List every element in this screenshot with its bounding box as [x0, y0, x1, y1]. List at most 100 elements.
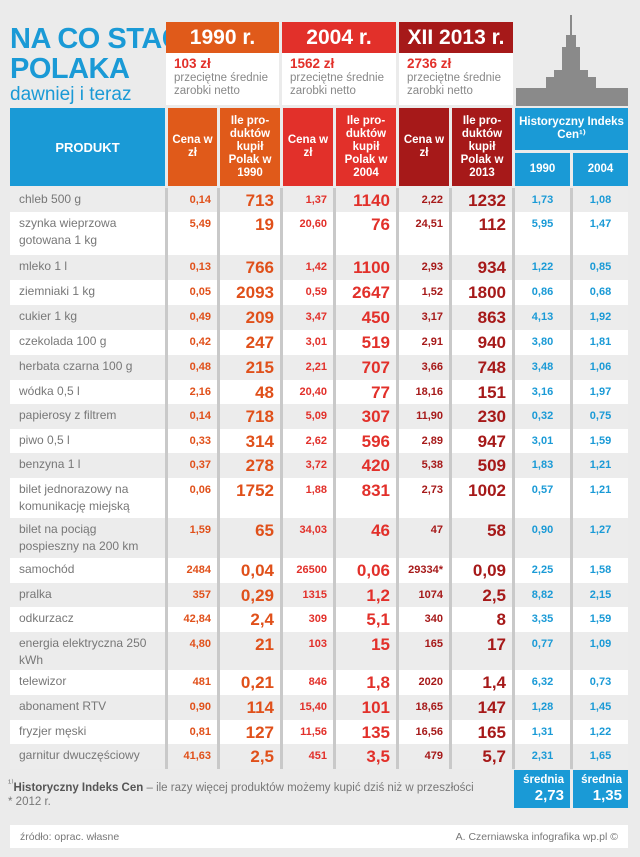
price-2013: 16,56	[396, 720, 449, 744]
product-name: pralka	[19, 587, 52, 601]
year-1990: 1990 r.	[166, 22, 279, 53]
table-row: telewizor 481 0,21 846 1,8 2020 1,4 6,32 0,73	[10, 670, 628, 695]
price-2013: 165	[396, 632, 449, 670]
price-1990: 0,33	[165, 429, 217, 453]
price-2004: 3,01	[280, 330, 333, 355]
qty-2004: 77	[333, 380, 396, 404]
source-bar: źródło: oprac. własne A. Czerniawska info…	[10, 825, 628, 848]
product-name: papierosy z filtrem	[19, 408, 117, 422]
qty-2004: 1100	[333, 255, 396, 280]
qty-2004: 450	[333, 305, 396, 330]
year-2004: 2004 r.	[282, 22, 396, 53]
qty-2004: 519	[333, 330, 396, 355]
price-2013: 47	[396, 518, 449, 558]
index-2004: 1,22	[570, 720, 628, 744]
qty-2004: 135	[333, 720, 396, 744]
index-2004: 1,81	[570, 330, 628, 355]
qty-1990: 19	[217, 212, 280, 255]
average-1990: średnia 2,73	[514, 770, 570, 808]
price-1990: 0,14	[165, 404, 217, 429]
qty-1990: 713	[217, 188, 280, 212]
qty-2013: 509	[449, 453, 512, 478]
price-1990: 0,90	[165, 695, 217, 720]
table-row: papierosy z filtrem 0,14 718 5,09 307 11,90 23…	[10, 404, 628, 429]
index-1990: 6,32	[512, 670, 570, 695]
index-1990: 1,28	[512, 695, 570, 720]
table-row: pralka 357 0,29 1315 1,2 1074 2,5 8,82 2,15	[10, 583, 628, 607]
qty-1990: 247	[217, 330, 280, 355]
qty-2004: 0,06	[333, 558, 396, 583]
table-header: PRODUKT Cena w zł Ile pro-duktów kupił P…	[10, 108, 628, 186]
product-name: fryzjer męski	[19, 724, 87, 738]
price-2004: 309	[280, 607, 333, 632]
price-2013: 18,16	[396, 380, 449, 404]
price-1990: 2,16	[165, 380, 217, 404]
table-row: abonament RTV 0,90 114 15,40 101 18,65 147 1,28…	[10, 695, 628, 720]
index-1990: 3,01	[512, 429, 570, 453]
index-2004: 1,09	[570, 632, 628, 670]
price-1990: 357	[165, 583, 217, 607]
header-qty-2013: Ile pro-duktów kupił Polak w 2013	[452, 108, 512, 186]
table-row: bilet na pociąg pospieszny na 200 km 1,59…	[10, 518, 628, 558]
index-1990: 8,82	[512, 583, 570, 607]
qty-2013: 1002	[449, 478, 512, 518]
price-2013: 2020	[396, 670, 449, 695]
table-row: energia elektryczna 250 kWh 4,80 21 103 15 16…	[10, 632, 628, 670]
product-name: mleko 1 l	[19, 259, 68, 273]
price-2013: 5,38	[396, 453, 449, 478]
qty-2004: 707	[333, 355, 396, 380]
qty-2004: 1,8	[333, 670, 396, 695]
price-2004: 26500	[280, 558, 333, 583]
qty-2013: 0,09	[449, 558, 512, 583]
table-row: chleb 500 g 0,14 713 1,37 1140 2,22 1232 1,73 1,…	[10, 188, 628, 212]
qty-1990: 0,21	[217, 670, 280, 695]
header-price-2013: Cena w zł	[399, 108, 449, 186]
product-name: odkurzacz	[19, 611, 74, 625]
index-2004: 1,06	[570, 355, 628, 380]
table-row: czekolada 100 g 0,42 247 3,01 519 2,91 940 3,80…	[10, 330, 628, 355]
price-1990: 0,81	[165, 720, 217, 744]
data-table: chleb 500 g 0,14 713 1,37 1140 2,22 1232 1,73 1,…	[10, 188, 628, 769]
qty-1990: 2,4	[217, 607, 280, 632]
price-1990: 42,84	[165, 607, 217, 632]
index-1990: 1,83	[512, 453, 570, 478]
index-2004: 0,73	[570, 670, 628, 695]
price-1990: 481	[165, 670, 217, 695]
product-name: energia elektryczna 250 kWh	[19, 636, 147, 667]
qty-1990: 1752	[217, 478, 280, 518]
price-1990: 0,49	[165, 305, 217, 330]
footnote-star: * 2012 r.	[8, 796, 51, 808]
header-index-2004: 2004	[573, 153, 628, 186]
price-1990: 41,63	[165, 744, 217, 769]
price-2013: 3,17	[396, 305, 449, 330]
index-1990: 3,35	[512, 607, 570, 632]
qty-1990: 314	[217, 429, 280, 453]
price-1990: 4,80	[165, 632, 217, 670]
footnote: ¹⁾Historyczny Indeks Cen – ile razy więc…	[8, 778, 474, 794]
index-1990: 3,48	[512, 355, 570, 380]
table-row: ziemniaki 1 kg 0,05 2093 0,59 2647 1,52 1800 0,…	[10, 280, 628, 305]
price-1990: 2484	[165, 558, 217, 583]
index-2004: 1,08	[570, 188, 628, 212]
subtitle: dawniej i teraz	[10, 84, 132, 105]
table-row: samochód 2484 0,04 26500 0,06 29334* 0,09 2,25 1…	[10, 558, 628, 583]
qty-2004: 76	[333, 212, 396, 255]
header-price-2004: Cena w zł	[283, 108, 333, 186]
table-row: szynka wieprzowa gotowana 1 kg 5,49 19 20,6…	[10, 212, 628, 255]
qty-2013: 17	[449, 632, 512, 670]
title: NA CO STAĆ POLAKA	[10, 23, 183, 85]
table-row: cukier 1 kg 0,49 209 3,47 450 3,17 863 4,13 1,92	[10, 305, 628, 330]
price-2013: 2,93	[396, 255, 449, 280]
price-2004: 20,40	[280, 380, 333, 404]
header-index: Historyczny Indeks Cen¹⁾ 1990 2004	[515, 108, 628, 186]
price-2004: 11,56	[280, 720, 333, 744]
index-2004: 0,68	[570, 280, 628, 305]
price-2004: 846	[280, 670, 333, 695]
product-name: piwo 0,5 l	[19, 433, 70, 447]
price-2004: 3,72	[280, 453, 333, 478]
qty-2013: 1800	[449, 280, 512, 305]
price-2004: 3,47	[280, 305, 333, 330]
index-1990: 0,86	[512, 280, 570, 305]
qty-2013: 165	[449, 720, 512, 744]
price-2004: 2,21	[280, 355, 333, 380]
